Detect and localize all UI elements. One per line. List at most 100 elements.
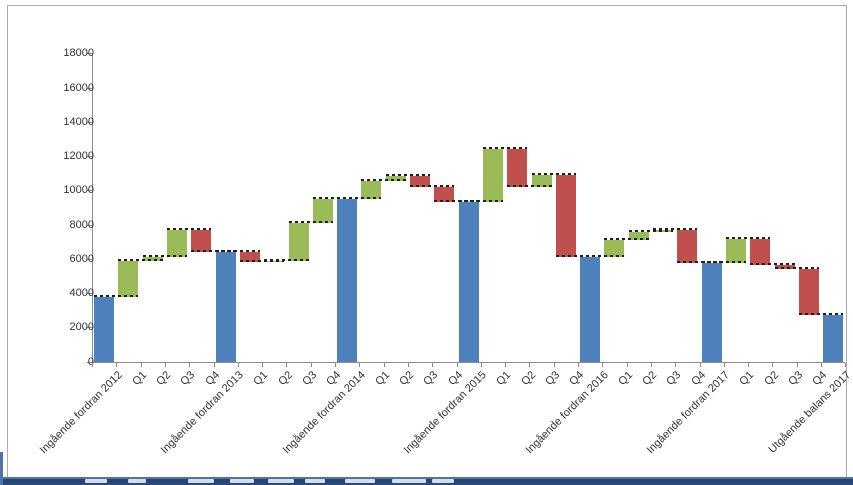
x-axis-label: Q2	[154, 368, 174, 388]
y-axis-tick	[87, 293, 92, 295]
waterfall-connector	[677, 261, 722, 264]
x-axis-tick	[578, 362, 579, 367]
waterfall-bar-increase[interactable]	[531, 174, 552, 187]
waterfall-bar-increase[interactable]	[288, 222, 309, 261]
x-axis-tick	[407, 362, 409, 367]
waterfall-connector	[191, 250, 236, 253]
x-axis-tick	[262, 362, 264, 367]
x-axis-label: Ingående fordran 2012	[37, 368, 125, 456]
waterfall-bar-increase[interactable]	[725, 239, 746, 264]
y-axis-tick	[87, 258, 92, 260]
waterfall-connector	[507, 184, 552, 187]
waterfall-bar-increase[interactable]	[628, 232, 649, 241]
window-text-fragment	[128, 479, 146, 483]
waterfall-connector	[215, 250, 260, 253]
x-axis-label: Q2	[518, 368, 538, 388]
x-axis-tick	[213, 362, 215, 367]
waterfall-bar-increase[interactable]	[361, 180, 382, 199]
x-axis-tick	[748, 362, 750, 367]
y-axis-label: 18000	[63, 47, 94, 60]
y-axis-tick	[87, 190, 92, 192]
waterfall-connector	[142, 255, 188, 258]
waterfall-connector	[458, 200, 503, 203]
x-axis-tick	[796, 362, 798, 367]
y-axis-label: 4000	[69, 287, 94, 300]
waterfall-bar-increase[interactable]	[604, 240, 625, 258]
x-axis-tick	[140, 362, 142, 367]
x-axis-label: Q3	[664, 368, 684, 388]
waterfall-connector	[434, 200, 479, 203]
x-axis-label: Q1	[737, 368, 757, 388]
x-axis-tick	[456, 362, 458, 367]
waterfall-connector	[361, 178, 406, 181]
waterfall-bar-increase[interactable]	[118, 260, 139, 297]
x-axis-label: Q1	[251, 368, 271, 388]
x-axis-tick	[480, 362, 482, 367]
waterfall-bar-total[interactable]	[823, 315, 844, 362]
waterfall-connector	[410, 184, 455, 187]
x-axis-tick	[116, 362, 118, 367]
waterfall-connector	[774, 267, 819, 270]
waterfall-connector	[264, 258, 309, 261]
waterfall-bar-decrease[interactable]	[507, 149, 528, 187]
x-axis-tick	[553, 362, 555, 367]
waterfall-connector	[385, 173, 431, 176]
waterfall-bar-increase[interactable]	[482, 149, 503, 203]
waterfall-bar-total[interactable]	[701, 263, 722, 362]
y-axis-label: 16000	[63, 81, 94, 94]
x-axis-tick	[359, 362, 361, 367]
waterfall-bar-increase[interactable]	[167, 229, 188, 258]
window-text-fragment	[305, 479, 325, 483]
y-axis-label: 8000	[69, 218, 94, 231]
x-axis-tick	[164, 362, 166, 367]
x-axis-tick	[383, 362, 385, 367]
waterfall-connector	[555, 255, 601, 258]
waterfall-bar-increase[interactable]	[312, 198, 333, 223]
waterfall-connector	[312, 196, 358, 199]
y-axis-label: 6000	[69, 252, 94, 265]
window-edge-left-sliver	[0, 452, 3, 485]
waterfall-bar-decrease[interactable]	[555, 174, 576, 258]
x-axis-tick	[237, 362, 239, 367]
x-axis-tick	[310, 362, 312, 367]
y-axis-tick	[87, 53, 92, 55]
waterfall-bar-decrease[interactable]	[798, 269, 819, 316]
x-axis-label: Q2	[275, 368, 295, 388]
waterfall-bar-total[interactable]	[337, 198, 358, 362]
y-axis-label: 0	[87, 355, 94, 368]
x-axis-tick	[432, 362, 434, 367]
waterfall-bar-decrease[interactable]	[434, 186, 455, 203]
window-text-fragment	[392, 479, 426, 483]
y-axis-tick	[87, 327, 92, 329]
waterfall-bar-decrease[interactable]	[750, 239, 771, 265]
waterfall-bar-total[interactable]	[94, 296, 115, 362]
waterfall-bar-total[interactable]	[580, 257, 601, 362]
waterfall-connector	[94, 294, 139, 297]
x-axis-label: Q2	[640, 368, 660, 388]
waterfall-bar-total[interactable]	[215, 252, 236, 362]
x-axis-tick	[723, 362, 725, 367]
window-text-fragment	[230, 479, 254, 483]
x-axis-tick	[650, 362, 652, 367]
x-axis-tick	[626, 362, 628, 367]
waterfall-connector	[725, 237, 771, 240]
x-axis-label: Utgående balans 2017	[766, 368, 853, 456]
waterfall-bar-decrease[interactable]	[677, 229, 698, 264]
waterfall-bar-decrease[interactable]	[410, 175, 431, 187]
waterfall-bar-decrease[interactable]	[239, 252, 260, 263]
chart-frame[interactable]: 0 2000 4000 6000 8000 10000 12000 14000 16000 180…	[7, 5, 853, 483]
waterfall-bar-decrease[interactable]	[774, 264, 795, 270]
y-axis-line	[92, 53, 93, 362]
waterfall-connector	[239, 260, 285, 263]
waterfall-bar-total[interactable]	[458, 202, 479, 362]
x-axis-tick	[529, 362, 531, 367]
waterfall-connector	[798, 313, 844, 316]
waterfall-bar-decrease[interactable]	[191, 229, 212, 253]
waterfall-connector	[482, 147, 528, 150]
y-axis-label: 14000	[63, 115, 94, 128]
x-axis-tick	[845, 362, 847, 367]
window-text-fragment	[188, 479, 214, 483]
x-axis-label: Q1	[616, 368, 635, 388]
waterfall-bar-increase[interactable]	[385, 175, 406, 181]
